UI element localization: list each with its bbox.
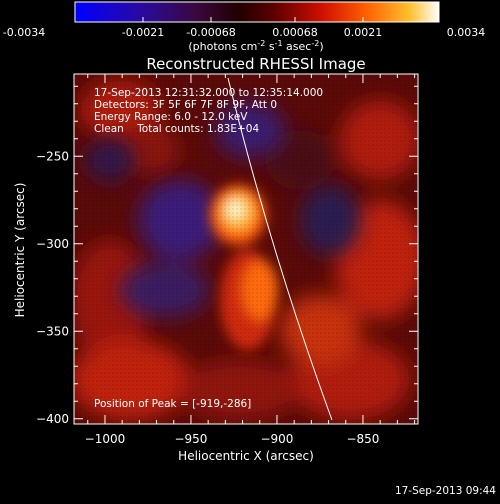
y-tick-label: −300 <box>36 237 69 251</box>
image-area: −1000 −950 −900 −850 −250 −300 −350 −400 17-Se… <box>36 73 419 446</box>
info-detectors: Detectors: 3F 5F 6F 7F 8F 9F, Att 0 <box>94 99 277 111</box>
x-tick-label: −1000 <box>85 432 126 446</box>
x-tick-label: −900 <box>260 432 293 446</box>
plot-frame <box>73 73 419 425</box>
colorbar-tick-labels: -0.0034 -0.0021 -0.00068 0.00068 0.0021 … <box>3 26 485 39</box>
x-axis-ticks <box>87 74 416 424</box>
footer-timestamp: 17-Sep-2013 09:44 <box>395 485 496 497</box>
info-peak-position: Position of Peak = [-919,-286] <box>94 398 251 410</box>
y-tick-label: −400 <box>36 412 69 426</box>
colorbar-tick-label: -0.0021 <box>122 26 164 39</box>
colorbar-ticks <box>74 17 440 22</box>
colorbar: -0.0034 -0.0021 -0.00068 0.00068 0.0021 … <box>3 1 485 53</box>
y-axis-tick-labels: −250 −300 −350 −400 <box>36 149 69 426</box>
colorbar-tick-label: -0.00068 <box>186 26 235 39</box>
x-axis-label: Heliocentric X (arcsec) <box>178 449 314 463</box>
solar-limb-line <box>227 77 333 421</box>
info-time-range: 17-Sep-2013 12:31:32.000 to 12:35:14.000 <box>94 87 323 99</box>
y-tick-label: −350 <box>36 324 69 338</box>
y-tick-label: −250 <box>36 149 69 163</box>
y-axis-ticks <box>74 85 418 420</box>
colorbar-tick-label: 0.00068 <box>272 26 318 39</box>
x-tick-label: −850 <box>346 432 379 446</box>
info-energy-range: Energy Range: 6.0 - 12.0 keV <box>94 111 248 123</box>
image-info: 17-Sep-2013 12:31:32.000 to 12:35:14.000… <box>94 87 323 410</box>
info-clean-counts: Clean Total counts: 1.83E+04 <box>94 123 259 135</box>
x-axis-tick-labels: −1000 −950 −900 −850 <box>85 432 380 446</box>
colorbar-tick-label: 0.0021 <box>344 26 383 39</box>
heatmap <box>74 74 418 424</box>
colorbar-tick-label: -0.0034 <box>3 26 45 39</box>
colorbar-tick-label: 0.0034 <box>447 26 486 39</box>
colorbar-gradient <box>74 1 440 23</box>
x-tick-label: −950 <box>174 432 207 446</box>
y-axis-label: Heliocentric Y (arcsec) <box>13 183 27 318</box>
colorbar-units: (photons cm-2 s-1 asec-2) <box>188 39 323 53</box>
plot-title: Reconstructed RHESSI Image <box>146 55 365 73</box>
